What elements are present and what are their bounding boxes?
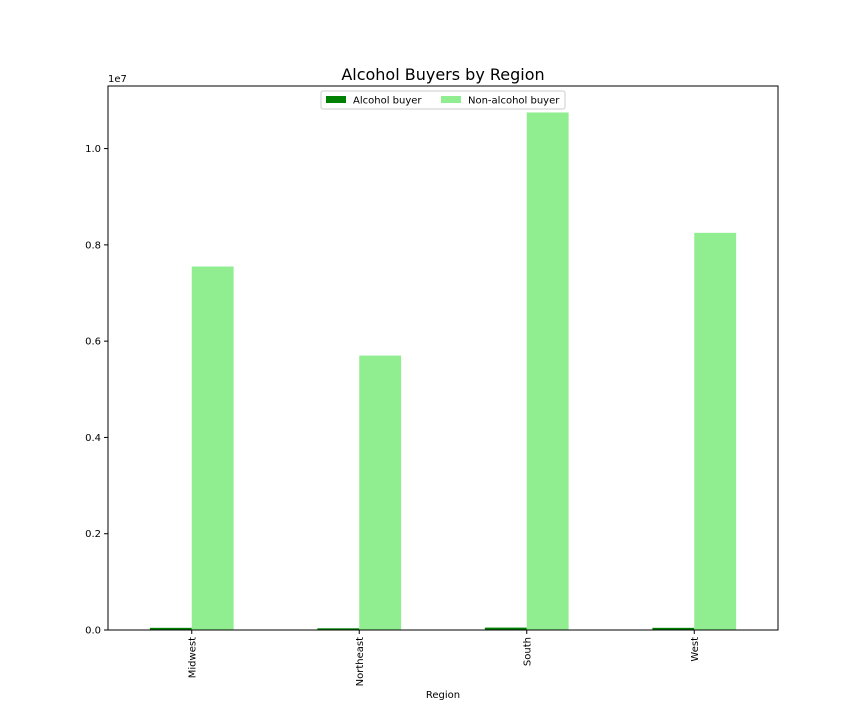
bar-non-alcohol-buyer-midwest [191,266,234,630]
chart-title: Alcohol Buyers by Region [341,65,544,84]
x-tick-label: South [522,637,533,666]
bar-alcohol-buyer-midwest [149,627,192,630]
bar-alcohol-buyer-northeast [317,628,360,630]
y-offset-label: 1e7 [108,74,127,85]
x-tick-label: Northeast [355,637,366,686]
y-tick-label: 0.2 [85,529,101,540]
bar-alcohol-buyer-south [484,627,527,630]
y-axis: 0.0 0.2 0.4 0.6 0.8 1.0 [85,144,108,637]
bar-non-alcohol-buyer-south [526,112,569,630]
x-axis: Midwest Northeast South West [187,630,701,686]
legend-label: Alcohol buyer [353,96,422,107]
y-tick-label: 0.8 [85,240,101,251]
bar-non-alcohol-buyer-northeast [359,355,402,630]
legend-label: Non-alcohol buyer [468,96,560,107]
x-axis-label: Region [426,690,460,701]
y-tick-label: 0.6 [85,337,101,348]
legend-swatch [326,96,346,103]
y-tick-label: 0.0 [85,626,101,637]
bar-non-alcohol-buyer-west [694,232,737,631]
bars-group [149,112,737,631]
legend: Alcohol buyer Non-alcohol buyer [320,90,566,110]
y-tick-label: 0.4 [85,433,101,444]
bar-alcohol-buyer-west [652,627,695,630]
legend-swatch [441,96,461,103]
x-tick-label: West [690,637,701,662]
x-tick-label: Midwest [187,637,198,678]
plot-frame [107,85,779,631]
y-tick-label: 1.0 [85,144,101,155]
